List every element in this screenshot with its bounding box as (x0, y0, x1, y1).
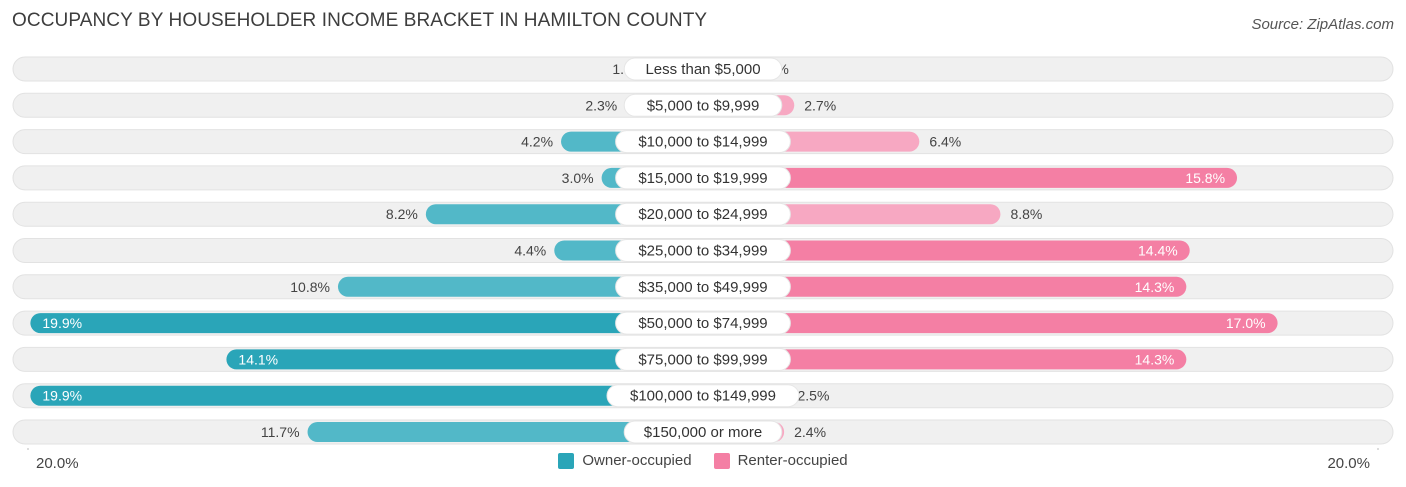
category-pill (615, 130, 791, 154)
bar-owner (30, 385, 703, 406)
value-label-owner: 19.9% (42, 388, 82, 404)
bar-owner (307, 422, 703, 442)
chart-title: OCCUPANCY BY HOUSEHOLDER INCOME BRACKET … (12, 10, 708, 31)
value-label-owner: 8.2% (386, 206, 418, 222)
category-label: $5,000 to $9,999 (647, 97, 760, 114)
axis-right-label: 20.0% (1327, 455, 1370, 472)
value-label-owner: 2.3% (585, 97, 617, 113)
value-label-renter: 6.4% (929, 134, 961, 150)
bar-renter (703, 349, 1187, 370)
value-label-renter: 15.8% (1185, 170, 1225, 186)
bar-renter (703, 240, 1190, 261)
value-label-renter: 8.8% (1010, 206, 1042, 222)
category-pill (623, 420, 783, 444)
legend-item-owner[interactable]: Owner-occupied (558, 452, 692, 469)
value-label-owner: 3.0% (562, 170, 594, 186)
value-label-owner: 4.4% (514, 243, 546, 259)
category-label: $150,000 or more (644, 424, 762, 441)
bar-renter (703, 276, 1187, 297)
value-label-owner: 11.7% (261, 424, 300, 440)
legend-label-renter: Renter-occupied (737, 452, 848, 469)
category-pill (623, 57, 783, 81)
bar-owner (337, 276, 703, 297)
category-label: $35,000 to $49,999 (638, 279, 767, 296)
category-pill (615, 311, 791, 335)
category-pill (623, 93, 783, 117)
category-label: $10,000 to $14,999 (638, 134, 767, 151)
legend-swatch-owner (558, 452, 575, 469)
category-label: $25,000 to $34,999 (638, 243, 767, 260)
legend: Owner-occupied Renter-occupied (0, 452, 1406, 469)
legend-label-owner: Owner-occupied (582, 452, 692, 469)
category-pill (615, 239, 791, 262)
category-pill (615, 202, 791, 226)
bar-owner (226, 349, 704, 370)
value-label-renter: 2.5% (798, 388, 830, 404)
value-label-renter: 14.4% (1138, 243, 1178, 259)
source-label: Source: ZipAtlas.com (1251, 16, 1394, 33)
category-pill (615, 275, 791, 299)
value-label-owner: 14.1% (238, 351, 278, 367)
value-label-owner: 10.8% (290, 279, 330, 295)
category-label: $75,000 to $99,999 (638, 351, 767, 368)
axis-left-label: 20.0% (36, 455, 79, 472)
value-label-owner: 19.9% (42, 315, 82, 331)
category-pill (606, 384, 800, 408)
category-label: Less than $5,000 (645, 61, 760, 78)
category-label: $100,000 to $149,999 (630, 388, 776, 405)
legend-item-renter[interactable]: Renter-occupied (713, 452, 848, 469)
category-label: $20,000 to $24,999 (638, 206, 767, 223)
value-label-renter: 14.3% (1135, 279, 1175, 295)
category-label: $15,000 to $19,999 (638, 170, 767, 187)
legend-swatch-renter (713, 452, 730, 469)
value-label-renter: 2.4% (794, 424, 826, 440)
value-label-renter: 2.7% (804, 97, 836, 113)
bar-owner (30, 313, 703, 334)
bar-renter (703, 167, 1238, 188)
value-label-renter: 17.0% (1226, 315, 1266, 331)
category-label: $50,000 to $74,999 (638, 315, 767, 332)
value-label-owner: 4.2% (521, 134, 553, 150)
bar-renter (703, 313, 1278, 334)
value-label-renter: 14.3% (1135, 351, 1175, 367)
category-pill (615, 347, 791, 371)
category-pill (615, 166, 791, 190)
